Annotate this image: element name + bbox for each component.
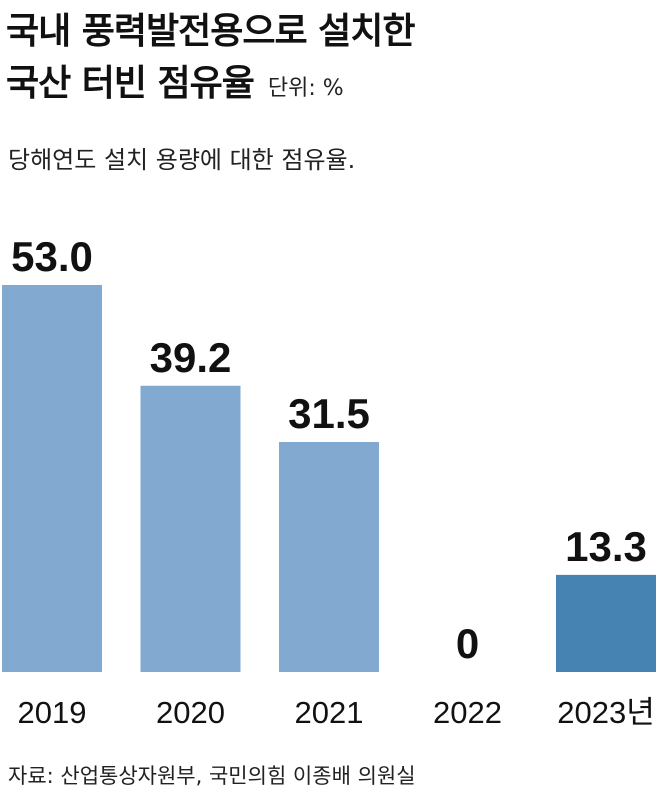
chart-title: 국내 풍력발전용으로 설치한 국산 터빈 점유율 단위: %	[6, 6, 416, 115]
value-label-2019: 53.0	[11, 233, 93, 280]
bar-2020	[140, 385, 241, 672]
x-tick-label-2019: 2019	[18, 695, 87, 730]
bar-2023	[556, 574, 656, 672]
title-line-1: 국내 풍력발전용으로 설치한	[6, 11, 416, 52]
bar-chart: 53.0 2019 39.2 2020 31.5 2021 0 2022 13.3 2023년	[2, 233, 656, 730]
x-tick-label-2021: 2021	[295, 695, 364, 730]
source-note: 자료: 산업통상자원부, 국민의힘 이종배 의원실	[8, 764, 416, 788]
unit-label: 단위: %	[267, 76, 344, 101]
title-line-2: 국산 터빈 점유율 단위: %	[6, 58, 415, 115]
bar-2021	[279, 441, 379, 672]
value-label-2023: 13.3	[565, 523, 647, 570]
value-label-2022: 0	[456, 620, 479, 667]
value-label-2020: 39.2	[150, 334, 232, 381]
value-label-2021: 31.5	[288, 390, 370, 437]
chart-subtitle: 당해연도 설치 용량에 대한 점유율.	[8, 146, 356, 174]
bar-2019	[2, 285, 102, 672]
x-tick-label-2020: 2020	[156, 695, 225, 730]
x-tick-label-2023: 2023년	[557, 695, 654, 730]
title-line-2-text: 국산 터빈 점유율	[6, 63, 255, 104]
x-tick-label-2022: 2022	[433, 695, 502, 730]
